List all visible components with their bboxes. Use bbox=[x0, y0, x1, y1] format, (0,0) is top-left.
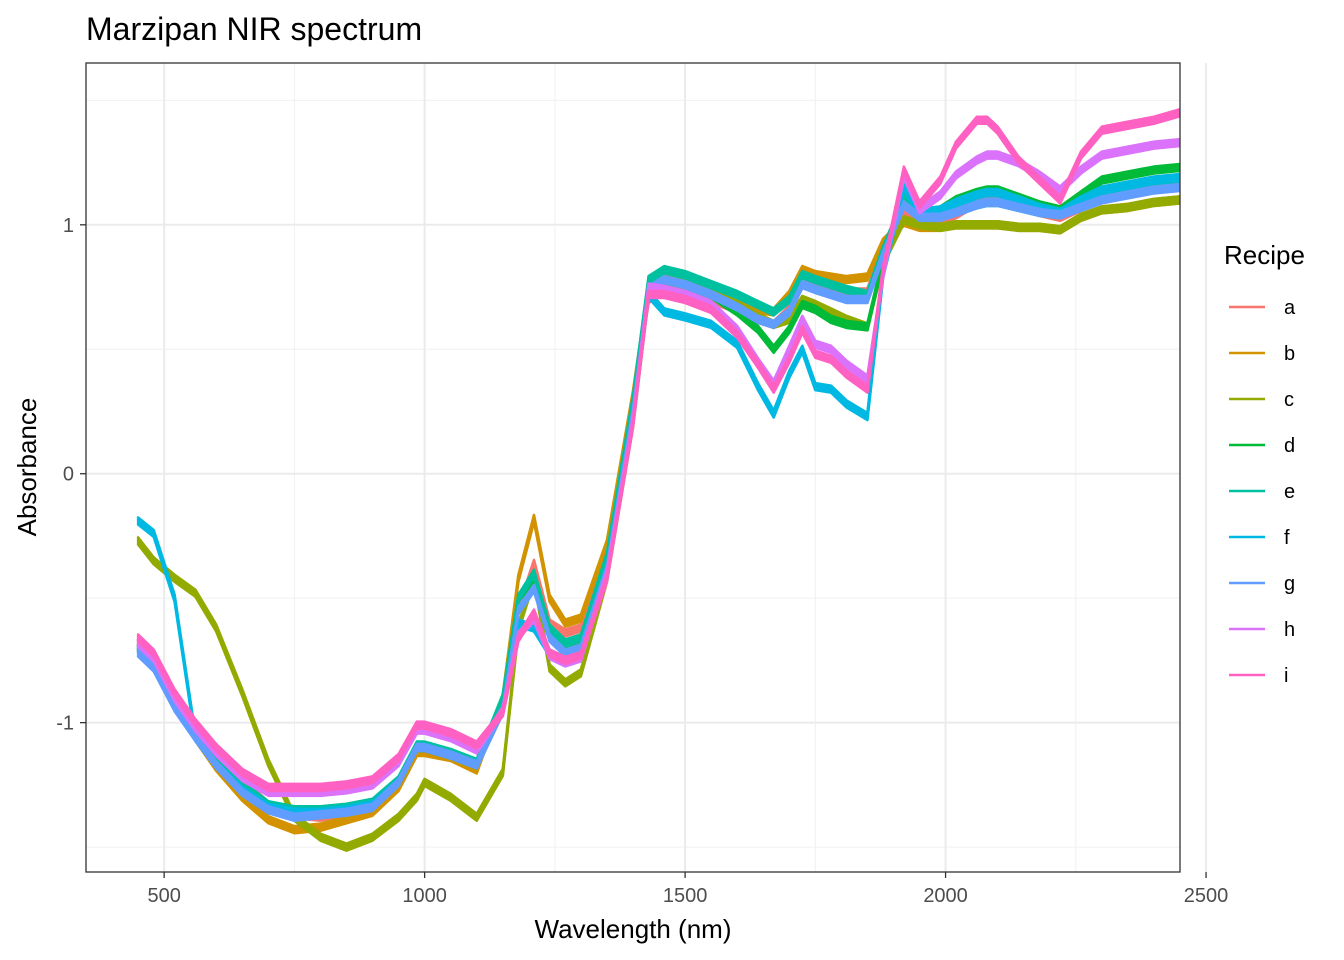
x-tick-label: 1500 bbox=[663, 885, 708, 907]
legend-label-h: h bbox=[1284, 619, 1295, 641]
legend-label-e: e bbox=[1284, 481, 1295, 503]
legend-label-i: i bbox=[1284, 665, 1288, 687]
legend: Recipe a b c d e f g h i bbox=[1224, 240, 1305, 687]
y-axis-title: Absorbance bbox=[12, 398, 42, 537]
legend-label-a: a bbox=[1284, 297, 1296, 319]
y-tick-label: 1 bbox=[63, 215, 74, 237]
series-line-h bbox=[136, 141, 1180, 794]
legend-label-d: d bbox=[1284, 435, 1295, 457]
y-tick-label: -1 bbox=[56, 713, 74, 735]
series-line-i bbox=[136, 108, 1180, 786]
series-i bbox=[136, 108, 1180, 793]
x-tick-label: 2500 bbox=[1184, 885, 1229, 907]
legend-label-c: c bbox=[1284, 389, 1294, 411]
series-line-g bbox=[136, 187, 1180, 821]
y-tick-label: 0 bbox=[63, 464, 74, 486]
series-layer bbox=[136, 108, 1180, 852]
series-g bbox=[136, 182, 1180, 822]
x-tick-label: 500 bbox=[147, 885, 180, 907]
legend-label-g: g bbox=[1284, 573, 1295, 595]
series-line-f bbox=[136, 172, 1180, 811]
legend-label-f: f bbox=[1284, 527, 1290, 549]
plot-background bbox=[86, 63, 1180, 872]
series-line-g bbox=[136, 184, 1180, 817]
legend-label-b: b bbox=[1284, 343, 1295, 365]
plot-border bbox=[85, 62, 1181, 873]
x-axis-title: Wavelength (nm) bbox=[535, 914, 732, 944]
series-line-g bbox=[136, 186, 1180, 819]
series-line-g bbox=[136, 182, 1180, 816]
chart-title: Marzipan NIR spectrum bbox=[86, 11, 422, 47]
x-axis: 500 1000 1500 2000 2500 bbox=[147, 872, 1228, 907]
y-axis: -1 0 1 bbox=[56, 215, 86, 735]
series-line-g bbox=[136, 189, 1180, 822]
legend-title: Recipe bbox=[1224, 240, 1305, 270]
x-tick-label: 1000 bbox=[402, 885, 447, 907]
grid-major bbox=[86, 63, 1208, 872]
x-tick-label: 2000 bbox=[923, 885, 968, 907]
